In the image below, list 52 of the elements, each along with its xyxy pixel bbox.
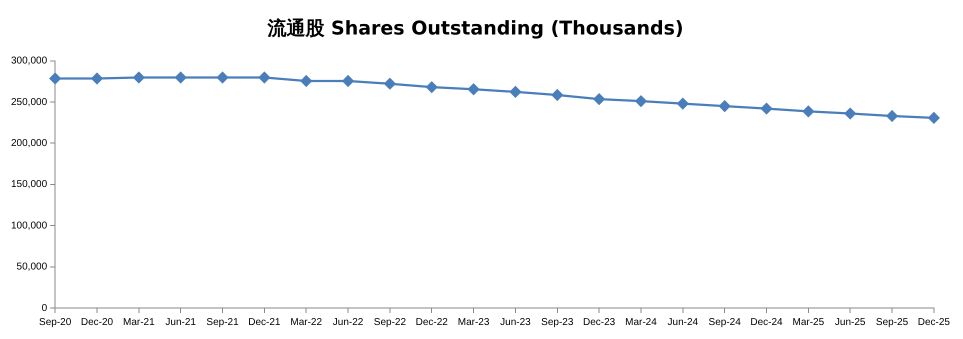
point: [844, 108, 856, 120]
x-tick-label: Dec-23: [583, 316, 616, 328]
x-tick-label: Dec-21: [248, 316, 281, 328]
x-tick-label: Mar-21: [122, 316, 156, 328]
x-tick-label: Sep-23: [541, 316, 574, 328]
point: [91, 72, 103, 84]
x-tick-label: Jun-23: [500, 316, 532, 328]
y-tick-label: 200,000: [10, 138, 48, 149]
x-tick-label: Mar-25: [792, 316, 825, 328]
point: [175, 72, 186, 84]
y-tick-label: 300,000: [10, 56, 48, 67]
x-tick-label: Mar-22: [290, 316, 322, 328]
x-tick-label: Sep-25: [876, 316, 909, 328]
point: [384, 78, 396, 90]
y-tick-label: 50,000: [16, 262, 48, 273]
x-tick-label: Sep-24: [708, 316, 742, 328]
x-tick-label: Sep-22: [374, 316, 406, 328]
point: [258, 72, 270, 84]
point: [594, 93, 605, 105]
point: [928, 112, 940, 124]
x-tick-label: Jun-24: [668, 316, 699, 328]
point: [677, 98, 688, 110]
point: [510, 86, 522, 98]
point: [552, 89, 563, 101]
x-tick-label: Mar-24: [625, 316, 658, 328]
x-tick-label: Jun-25: [834, 316, 866, 328]
point: [133, 72, 144, 84]
point: [50, 72, 61, 84]
point: [886, 110, 898, 122]
point: [802, 106, 814, 118]
x-tick-label: Jun-21: [165, 316, 196, 328]
x-tick-label: Dec-20: [80, 316, 114, 328]
point: [342, 75, 354, 87]
y-tick-label: 150,000: [10, 179, 48, 190]
x-tick-label: Dec-22: [416, 316, 448, 328]
x-tick-label: Sep-21: [206, 316, 240, 328]
point: [426, 82, 438, 93]
y-tick-label: 0: [42, 302, 48, 314]
x-tick-label: Dec-25: [918, 316, 950, 328]
y-tick-label: 100,000: [10, 220, 48, 232]
point: [216, 72, 228, 84]
point: [468, 84, 480, 95]
point: [719, 100, 730, 112]
point: [300, 75, 312, 87]
chart-title: 流通股 Shares Outstanding (Thousands): [266, 17, 684, 40]
x-tick-label: Jun-22: [332, 316, 364, 328]
x-tick-label: Dec-24: [750, 316, 784, 328]
point: [635, 96, 647, 107]
x-tick-label: Sep-20: [39, 316, 72, 328]
point: [760, 102, 772, 114]
x-tick-label: Mar-23: [458, 316, 490, 328]
y-tick-label: 250,000: [10, 96, 48, 108]
